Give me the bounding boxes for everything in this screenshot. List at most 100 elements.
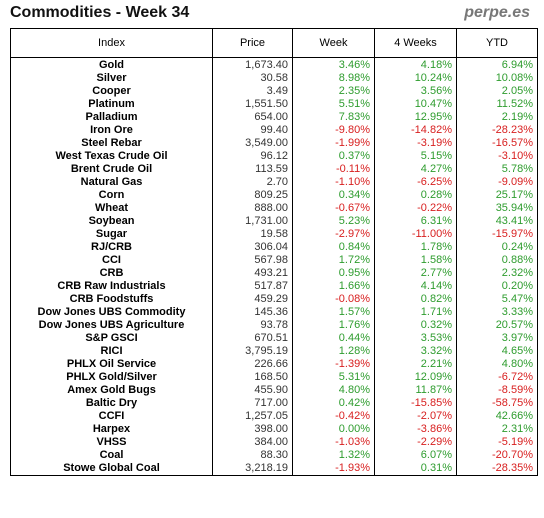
ytd-change-cell: -5.19%	[456, 436, 538, 449]
four-weeks-change-cell: 12.95%	[374, 111, 457, 124]
ytd-change-cell: 2.05%	[456, 85, 538, 98]
ytd-change-cell: 0.20%	[456, 280, 538, 293]
ytd-change-cell: -16.57%	[456, 137, 538, 150]
ytd-change-cell: 5.78%	[456, 163, 538, 176]
week-change-cell: 0.37%	[292, 150, 375, 163]
table-row: Corn 809.25 0.34% 0.28% 25.17%	[10, 189, 538, 202]
week-change-cell: -1.10%	[292, 176, 375, 189]
week-change-cell: -1.03%	[292, 436, 375, 449]
price-cell: 88.30	[212, 449, 293, 462]
commodity-name-cell: CCFI	[10, 410, 213, 423]
four-weeks-change-cell: 10.47%	[374, 98, 457, 111]
price-cell: 1,551.50	[212, 98, 293, 111]
commodity-name-cell: Soybean	[10, 215, 213, 228]
week-change-cell: 5.51%	[292, 98, 375, 111]
price-cell: 809.25	[212, 189, 293, 202]
price-cell: 717.00	[212, 397, 293, 410]
ytd-change-cell: 2.31%	[456, 423, 538, 436]
commodity-name-cell: VHSS	[10, 436, 213, 449]
ytd-change-cell: 35.94%	[456, 202, 538, 215]
commodity-name-cell: Cooper	[10, 85, 213, 98]
price-cell: 19.58	[212, 228, 293, 241]
price-cell: 384.00	[212, 436, 293, 449]
table-row: Soybean 1,731.00 5.23% 6.31% 43.41%	[10, 215, 538, 228]
week-change-cell: -2.97%	[292, 228, 375, 241]
price-cell: 99.40	[212, 124, 293, 137]
commodities-table: Index Price Week 4 Weeks YTD Gold 1,673.4…	[10, 28, 538, 476]
ytd-change-cell: 5.47%	[456, 293, 538, 306]
table-row: CCI 567.98 1.72% 1.58% 0.88%	[10, 254, 538, 267]
ytd-change-cell: 3.33%	[456, 306, 538, 319]
table-row: Natural Gas 2.70 -1.10% -6.25% -9.09%	[10, 176, 538, 189]
table-row: Baltic Dry 717.00 0.42% -15.85% -58.75%	[10, 397, 538, 410]
commodity-name-cell: Iron Ore	[10, 124, 213, 137]
report-header: Commodities - Week 34 perpe.es	[0, 0, 544, 28]
commodity-name-cell: Palladium	[10, 111, 213, 124]
week-change-cell: 1.28%	[292, 345, 375, 358]
table-row: Platinum 1,551.50 5.51% 10.47% 11.52%	[10, 98, 538, 111]
table-row: Dow Jones UBS Commodity 145.36 1.57% 1.71% 3…	[10, 306, 538, 319]
ytd-change-cell: 10.08%	[456, 72, 538, 85]
four-weeks-change-cell: 10.24%	[374, 72, 457, 85]
week-change-cell: -0.67%	[292, 202, 375, 215]
table-row: West Texas Crude Oil 96.12 0.37% 5.15% -3.10…	[10, 150, 538, 163]
week-change-cell: -0.11%	[292, 163, 375, 176]
week-change-cell: -1.39%	[292, 358, 375, 371]
ytd-change-cell: -58.75%	[456, 397, 538, 410]
price-cell: 3,795.19	[212, 345, 293, 358]
week-change-cell: 4.80%	[292, 384, 375, 397]
table-row: Stowe Global Coal 3,218.19 -1.93% 0.31% -28.…	[10, 462, 538, 476]
commodity-name-cell: RJ/CRB	[10, 241, 213, 254]
table-row: Dow Jones UBS Agriculture 93.78 1.76% 0.32%…	[10, 319, 538, 332]
commodity-name-cell: Coal	[10, 449, 213, 462]
commodity-name-cell: Steel Rebar	[10, 137, 213, 150]
price-cell: 888.00	[212, 202, 293, 215]
week-change-cell: 1.76%	[292, 319, 375, 332]
price-cell: 567.98	[212, 254, 293, 267]
table-row: Iron Ore 99.40 -9.80% -14.82% -28.23%	[10, 124, 538, 137]
column-header-index: Index	[10, 28, 213, 58]
price-cell: 1,257.05	[212, 410, 293, 423]
column-header-ytd: YTD	[456, 28, 538, 58]
commodity-name-cell: Baltic Dry	[10, 397, 213, 410]
four-weeks-change-cell: 1.78%	[374, 241, 457, 254]
price-cell: 3,218.19	[212, 462, 293, 476]
table-row: Cooper 3.49 2.35% 3.56% 2.05%	[10, 85, 538, 98]
ytd-change-cell: -15.97%	[456, 228, 538, 241]
commodity-name-cell: Wheat	[10, 202, 213, 215]
week-change-cell: 0.44%	[292, 332, 375, 345]
four-weeks-change-cell: 3.32%	[374, 345, 457, 358]
ytd-change-cell: 4.80%	[456, 358, 538, 371]
ytd-change-cell: 4.65%	[456, 345, 538, 358]
week-change-cell: 1.32%	[292, 449, 375, 462]
commodity-name-cell: PHLX Oil Service	[10, 358, 213, 371]
price-cell: 670.51	[212, 332, 293, 345]
week-change-cell: 1.72%	[292, 254, 375, 267]
table-body: Gold 1,673.40 3.46% 4.18% 6.94% Silver 30.58 8.…	[10, 57, 538, 476]
commodity-name-cell: Natural Gas	[10, 176, 213, 189]
week-change-cell: -9.80%	[292, 124, 375, 137]
ytd-change-cell: -3.10%	[456, 150, 538, 163]
price-cell: 145.36	[212, 306, 293, 319]
ytd-change-cell: 43.41%	[456, 215, 538, 228]
price-cell: 113.59	[212, 163, 293, 176]
week-change-cell: 0.95%	[292, 267, 375, 280]
week-change-cell: -1.93%	[292, 462, 375, 476]
table-row: RJ/CRB 306.04 0.84% 1.78% 0.24%	[10, 241, 538, 254]
table-row: CCFI 1,257.05 -0.42% -2.07% 42.66%	[10, 410, 538, 423]
table-row: Wheat 888.00 -0.67% -0.22% 35.94%	[10, 202, 538, 215]
week-change-cell: 0.42%	[292, 397, 375, 410]
table-row: S&P GSCI 670.51 0.44% 3.53% 3.97%	[10, 332, 538, 345]
table-row: PHLX Oil Service 226.66 -1.39% 2.21% 4.80%	[10, 358, 538, 371]
week-change-cell: 5.23%	[292, 215, 375, 228]
four-weeks-change-cell: 3.53%	[374, 332, 457, 345]
four-weeks-change-cell: 0.28%	[374, 189, 457, 202]
four-weeks-change-cell: 0.31%	[374, 462, 457, 476]
price-cell: 1,673.40	[212, 57, 293, 72]
commodity-name-cell: Gold	[10, 57, 213, 72]
price-cell: 96.12	[212, 150, 293, 163]
week-change-cell: 8.98%	[292, 72, 375, 85]
four-weeks-change-cell: 6.31%	[374, 215, 457, 228]
four-weeks-change-cell: -3.86%	[374, 423, 457, 436]
price-cell: 30.58	[212, 72, 293, 85]
